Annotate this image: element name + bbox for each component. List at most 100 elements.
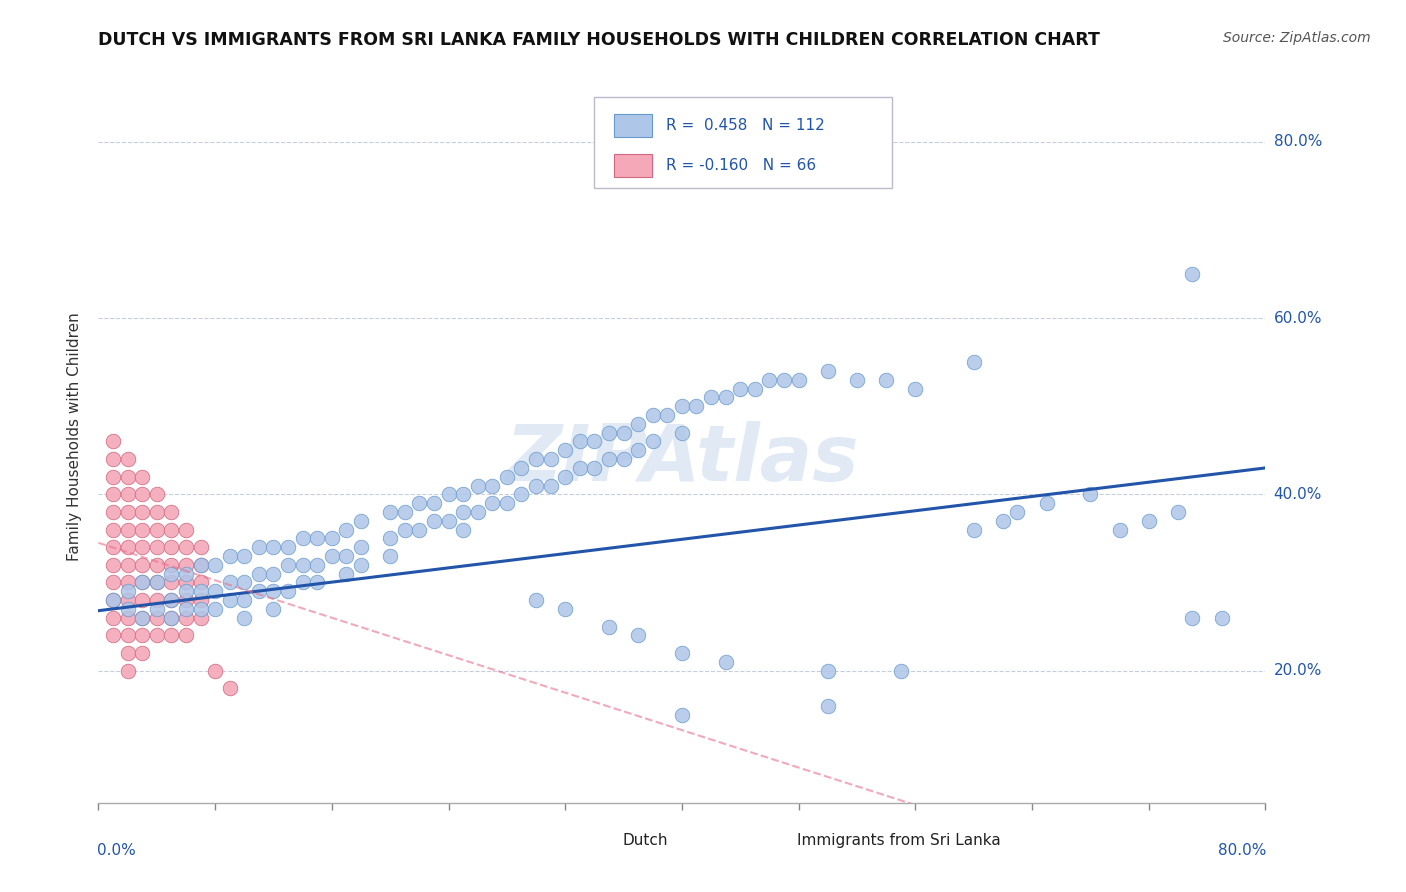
Point: [671, 399, 693, 413]
Point: [1181, 611, 1204, 625]
Point: [160, 593, 183, 607]
Point: [117, 602, 139, 616]
Point: [101, 540, 124, 554]
Point: [307, 532, 329, 546]
Point: [233, 575, 256, 590]
Point: [277, 584, 299, 599]
Point: [160, 575, 183, 590]
Point: [291, 532, 314, 546]
Point: [146, 628, 169, 642]
Point: [117, 505, 139, 519]
Point: [218, 593, 240, 607]
Point: [846, 373, 869, 387]
Point: [146, 575, 169, 590]
Point: [101, 505, 124, 519]
Point: [1035, 496, 1057, 510]
Point: [204, 584, 226, 599]
Point: [540, 478, 562, 492]
Point: [218, 681, 240, 696]
Point: [101, 593, 124, 607]
Point: [598, 452, 620, 467]
Point: [131, 611, 153, 625]
Point: [1007, 505, 1029, 519]
Text: 0.0%: 0.0%: [97, 843, 136, 858]
Point: [991, 514, 1014, 528]
Point: [1137, 514, 1160, 528]
Point: [160, 611, 183, 625]
Point: [627, 628, 650, 642]
Point: [117, 611, 139, 625]
Point: [146, 575, 169, 590]
Point: [190, 602, 212, 616]
Point: [131, 540, 153, 554]
Point: [612, 425, 634, 440]
Point: [554, 602, 576, 616]
Point: [496, 496, 519, 510]
Point: [131, 469, 153, 483]
Point: [467, 505, 489, 519]
Point: [131, 487, 153, 501]
Point: [204, 602, 226, 616]
Point: [247, 566, 270, 581]
Point: [117, 523, 139, 537]
Point: [160, 593, 183, 607]
Point: [350, 514, 373, 528]
Point: [146, 540, 169, 554]
Bar: [614, 114, 651, 137]
Point: [247, 540, 270, 554]
Point: [218, 575, 240, 590]
Point: [510, 461, 533, 475]
Point: [233, 611, 256, 625]
Bar: [758, 830, 790, 851]
Point: [174, 628, 197, 642]
Point: [146, 611, 169, 625]
Point: [101, 434, 124, 449]
Point: [568, 434, 591, 449]
Point: [524, 593, 547, 607]
Text: Dutch: Dutch: [623, 833, 668, 848]
Text: 40.0%: 40.0%: [1274, 487, 1322, 502]
Point: [758, 373, 780, 387]
Point: [117, 540, 139, 554]
Point: [641, 434, 664, 449]
Point: [1108, 523, 1130, 537]
Point: [117, 628, 139, 642]
Point: [146, 602, 169, 616]
Point: [247, 584, 270, 599]
Point: [262, 540, 284, 554]
Point: [262, 602, 284, 616]
Point: [510, 487, 533, 501]
Point: [190, 558, 212, 572]
Point: [117, 575, 139, 590]
Point: [437, 487, 460, 501]
Point: [160, 540, 183, 554]
Point: [131, 558, 153, 572]
Point: [380, 549, 402, 563]
Point: [451, 523, 474, 537]
Point: [408, 496, 430, 510]
Point: [350, 540, 373, 554]
Point: [904, 382, 927, 396]
Text: Immigrants from Sri Lanka: Immigrants from Sri Lanka: [797, 833, 1001, 848]
Point: [146, 487, 169, 501]
Point: [408, 523, 430, 537]
Point: [962, 355, 984, 369]
Point: [583, 461, 606, 475]
Point: [174, 540, 197, 554]
Point: [335, 523, 357, 537]
Point: [117, 487, 139, 501]
Point: [131, 646, 153, 660]
Point: [160, 628, 183, 642]
Point: [598, 425, 620, 440]
Point: [394, 505, 416, 519]
Point: [291, 558, 314, 572]
Point: [817, 664, 839, 678]
Point: [101, 452, 124, 467]
Point: [962, 523, 984, 537]
Point: [190, 611, 212, 625]
Point: [817, 698, 839, 713]
Point: [117, 593, 139, 607]
Point: [174, 584, 197, 599]
Point: [146, 505, 169, 519]
Point: [1181, 267, 1204, 281]
